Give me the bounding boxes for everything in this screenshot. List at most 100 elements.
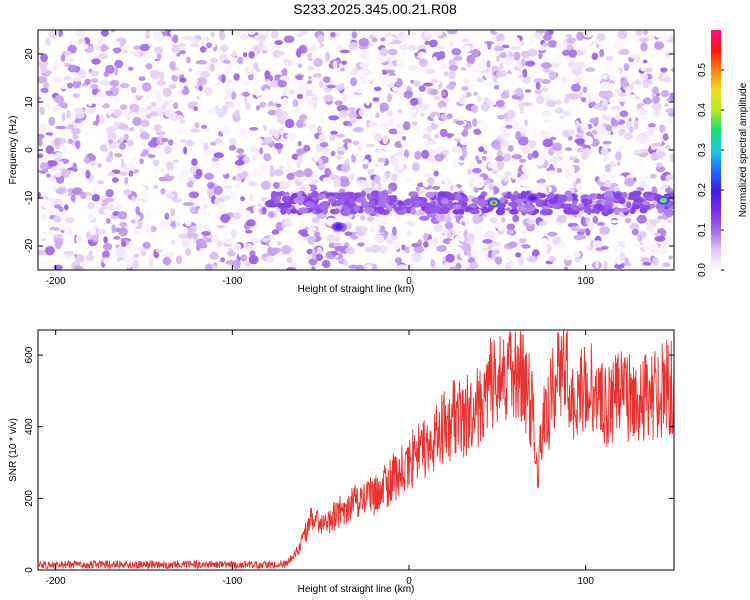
heatmap-cell bbox=[380, 37, 386, 42]
heatmap-cell bbox=[262, 49, 268, 54]
heatmap-cell bbox=[499, 197, 506, 204]
heatmap-cell bbox=[252, 162, 259, 170]
heatmap-cell bbox=[385, 69, 395, 74]
heatmap-cell bbox=[652, 218, 661, 224]
heatmap-cell bbox=[193, 232, 199, 240]
heatmap-cell bbox=[434, 96, 441, 101]
heatmap-cell bbox=[304, 89, 314, 97]
heatmap-cell bbox=[497, 207, 506, 212]
heatmap-cell bbox=[473, 178, 485, 188]
heatmap-cell bbox=[445, 253, 455, 263]
heatmap-cell bbox=[452, 185, 459, 192]
heatmap-cell bbox=[586, 257, 592, 263]
heatmap-cell bbox=[658, 134, 663, 144]
heatmap-cell bbox=[359, 181, 370, 188]
heatmap-cell bbox=[623, 132, 634, 140]
heatmap-cell bbox=[231, 204, 238, 210]
heatmap-cell bbox=[339, 110, 349, 118]
heatmap-cell bbox=[386, 93, 393, 102]
heatmap-cell bbox=[485, 79, 492, 84]
heatmap-cell bbox=[624, 177, 635, 187]
heatmap-cell bbox=[114, 153, 123, 158]
heatmap-cell bbox=[448, 59, 456, 66]
heatmap-cell bbox=[95, 98, 106, 106]
heatmap-cell bbox=[38, 138, 43, 147]
heatmap-cell bbox=[602, 104, 608, 111]
heatmap-cell bbox=[407, 65, 419, 71]
heatmap-cell bbox=[585, 131, 593, 137]
heatmap-cell bbox=[80, 192, 87, 199]
heatmap-cell bbox=[60, 83, 67, 90]
heatmap-cell bbox=[521, 58, 526, 67]
heatmap-cell bbox=[85, 254, 95, 261]
heatmap-cell bbox=[391, 173, 398, 181]
heatmap-cell bbox=[284, 118, 295, 129]
heatmap-cell bbox=[304, 118, 314, 126]
spectrogram-xtick-label: 0 bbox=[406, 276, 412, 287]
heatmap-cell bbox=[142, 149, 149, 156]
heatmap-cell bbox=[320, 220, 325, 226]
heatmap-cell bbox=[537, 30, 545, 34]
heatmap-cell bbox=[255, 105, 261, 111]
heatmap-cell bbox=[541, 110, 551, 117]
heatmap-cell bbox=[478, 119, 486, 126]
heatmap-cell bbox=[204, 36, 210, 41]
heatmap-cell bbox=[506, 223, 516, 231]
heatmap-cell bbox=[79, 54, 84, 62]
heatmap-cell bbox=[452, 208, 463, 215]
heatmap-cell bbox=[576, 183, 583, 192]
heatmap-cell bbox=[387, 243, 395, 249]
heatmap-cell bbox=[488, 183, 494, 191]
heatmap-cell bbox=[152, 60, 163, 66]
heatmap-cell bbox=[54, 152, 63, 159]
heatmap-cell bbox=[276, 103, 282, 108]
heatmap-cell bbox=[572, 200, 578, 206]
heatmap-cell bbox=[628, 191, 637, 199]
heatmap-cell bbox=[384, 147, 391, 153]
heatmap-cell bbox=[639, 175, 648, 180]
heatmap-cell bbox=[304, 201, 315, 208]
heatmap-cell bbox=[196, 76, 207, 86]
heatmap-cell bbox=[638, 139, 646, 145]
heatmap-cell bbox=[535, 81, 541, 90]
heatmap-cell bbox=[604, 90, 613, 98]
heatmap-cell bbox=[426, 206, 437, 211]
heatmap-cell bbox=[466, 63, 473, 68]
heatmap-cell bbox=[148, 140, 158, 148]
heatmap-cell bbox=[413, 245, 425, 254]
heatmap-cell bbox=[330, 130, 338, 135]
heatmap-cell bbox=[475, 155, 480, 162]
heatmap-cell bbox=[446, 133, 453, 139]
heatmap-cell bbox=[633, 120, 639, 130]
heatmap-cell bbox=[669, 153, 674, 163]
heatmap-cell bbox=[431, 237, 439, 246]
heatmap-cell bbox=[592, 215, 599, 224]
heatmap-cell bbox=[166, 122, 174, 132]
heatmap-cell bbox=[188, 191, 200, 199]
heatmap-cell bbox=[550, 136, 557, 141]
heatmap-cell bbox=[377, 182, 382, 191]
heatmap-cell bbox=[524, 60, 536, 67]
heatmap-cell bbox=[285, 133, 296, 138]
colorbar-ticks: 0.0 0.1 0.2 0.3 0.4 0.5 bbox=[697, 63, 724, 277]
heatmap-cell bbox=[663, 73, 669, 78]
heatmap-cell bbox=[216, 224, 226, 229]
heatmap-cell bbox=[253, 139, 261, 147]
heatmap-cell bbox=[361, 75, 372, 85]
heatmap-peak bbox=[492, 201, 495, 204]
heatmap-cell bbox=[257, 83, 263, 88]
heatmap-cell bbox=[111, 177, 119, 183]
snr-xtick-label: 0 bbox=[406, 576, 412, 587]
heatmap-cell bbox=[641, 115, 649, 122]
heatmap-cell bbox=[499, 52, 507, 59]
heatmap-cell bbox=[147, 95, 157, 103]
heatmap-cell bbox=[469, 261, 479, 269]
snr-xtick-label: -100 bbox=[222, 576, 242, 587]
heatmap-cell bbox=[91, 58, 101, 65]
heatmap-cell bbox=[105, 189, 114, 198]
heatmap-cell bbox=[169, 60, 176, 71]
heatmap-cell bbox=[254, 242, 260, 250]
heatmap-cell bbox=[470, 203, 478, 209]
heatmap-cell bbox=[522, 75, 532, 85]
heatmap-cell bbox=[85, 169, 91, 179]
